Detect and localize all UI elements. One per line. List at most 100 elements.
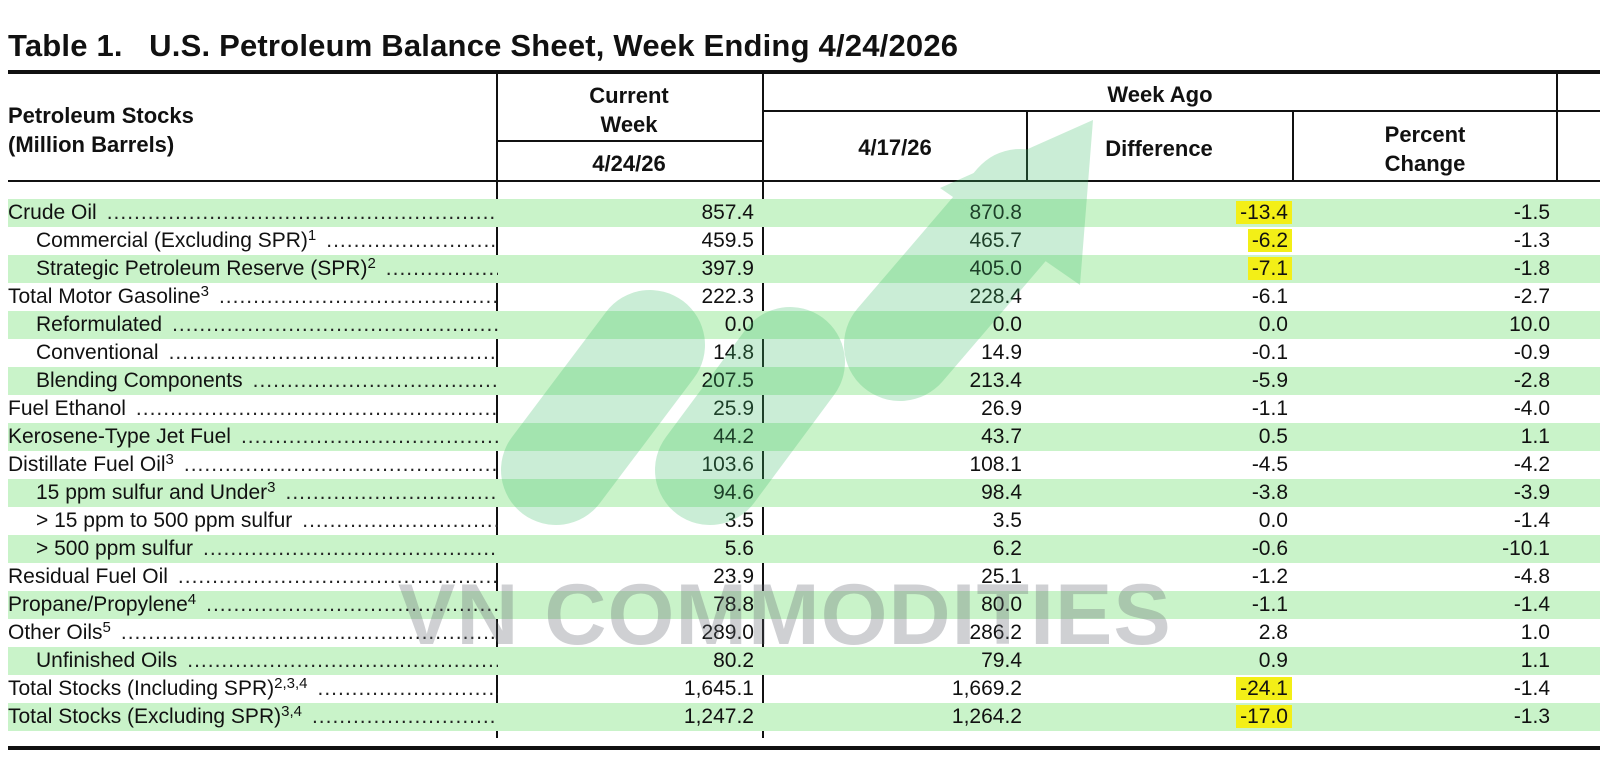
percent-change-value-text: 1.1 [1520,649,1550,672]
row-label: Propane/Propylene4......................… [8,591,498,619]
week-ago-value: 405.0 [762,255,1022,283]
current-week-value-text: 207.5 [701,369,754,392]
table-row: Crude Oil...............................… [8,199,1600,227]
row-label: Blending Components.....................… [36,367,498,395]
dot-leader: ........................................… [183,453,498,476]
row-label: Commercial (Excluding SPR)1.............… [36,227,498,255]
difference-value: 2.8 [1028,619,1288,647]
current-week-value-text: 25.9 [713,397,754,420]
percent-change-value: 10.0 [1294,311,1550,339]
difference-value: 0.9 [1028,647,1288,675]
percent-change-value-text: -4.0 [1513,397,1550,420]
stub-header: Petroleum Stocks (Million Barrels) [8,101,194,159]
bottom-rule [8,746,1600,750]
week-ago-value-text: 14.9 [981,341,1022,364]
difference-value-text: 2.8 [1258,621,1288,644]
table-row: Commercial (Excluding SPR)1.............… [8,227,1600,255]
row-label-text: Fuel Ethanol [8,397,126,420]
current-week-header: Current Week [498,81,760,139]
table-row: 15 ppm sulfur and Under3................… [8,479,1600,507]
dot-leader: ........................................… [311,705,498,728]
difference-value-text: 0.0 [1258,313,1288,336]
dot-leader: ........................................… [302,509,498,532]
dot-leader: ........................................… [218,285,498,308]
footnote-marker: 1 [307,227,317,244]
current-week-header-line2: Week [600,112,658,137]
week-ago-value-text: 26.9 [981,397,1022,420]
row-label-text: 15 ppm sulfur and Under [36,481,268,504]
week-ago-value: 80.0 [762,591,1022,619]
percent-change-header-line2: Change [1384,151,1466,176]
week-ago-value: 79.4 [762,647,1022,675]
table-row: Strategic Petroleum Reserve (SPR)2......… [8,255,1600,283]
percent-change-value: -1.5 [1294,199,1550,227]
difference-value: -24.1 [1028,675,1292,703]
row-label-text: Strategic Petroleum Reserve (SPR) [36,257,368,280]
difference-value: 0.0 [1028,507,1288,535]
percent-change-value-text: -2.8 [1513,369,1550,392]
percent-change-value: -1.8 [1294,255,1550,283]
table-row: Distillate Fuel Oil3....................… [8,451,1600,479]
percent-change-value-text: -1.5 [1513,201,1550,224]
row-label-text: Reformulated [36,313,163,336]
current-week-value-text: 94.6 [713,481,754,504]
footnote-marker: 2 [367,255,376,272]
table-row: Conventional............................… [8,339,1600,367]
dot-leader: ........................................… [252,369,498,392]
percent-change-value: -1.3 [1294,703,1550,731]
percent-change-value: -1.4 [1294,591,1550,619]
current-week-value-text: 459.5 [701,229,754,252]
row-label: Crude Oil...............................… [8,199,498,227]
difference-header: Difference [1105,136,1213,161]
footnote-marker: 5 [102,619,111,636]
current-week-value-text: 222.3 [701,285,754,308]
dot-leader: ........................................… [317,677,498,700]
week-ago-value-text: 25.1 [981,565,1022,588]
table-row: > 15 ppm to 500 ppm sulfur..............… [8,507,1600,535]
percent-change-value: -1.3 [1294,227,1550,255]
row-label-text: Unfinished Oils [36,649,178,672]
dot-leader: ........................................… [135,397,498,420]
percent-change-value-text: -1.3 [1513,705,1550,728]
current-week-value: 397.9 [498,255,754,283]
percent-change-value-text: -1.4 [1513,509,1550,532]
table-row: Blending Components.....................… [8,367,1600,395]
current-week-value: 289.0 [498,619,754,647]
difference-value: -4.5 [1028,451,1288,479]
current-week-value: 3.5 [498,507,754,535]
current-week-value: 14.8 [498,339,754,367]
footnote-marker: 3,4 [281,703,302,720]
percent-change-value: -3.9 [1294,479,1550,507]
difference-value-text: -0.1 [1251,341,1288,364]
footnote-marker: 3 [165,451,174,468]
table-row: Other Oils5.............................… [8,619,1600,647]
current-week-value: 23.9 [498,563,754,591]
percent-change-value-text: -2.7 [1513,285,1550,308]
current-week-value-text: 1,645.1 [683,677,754,700]
week-ago-value: 228.4 [762,283,1022,311]
difference-value: -5.9 [1028,367,1288,395]
row-label-text: Total Motor Gasoline [8,285,201,308]
percent-change-value: -2.7 [1294,283,1550,311]
difference-value-text: -7.1 [1247,257,1292,280]
footnote-marker: 4 [187,591,197,608]
stub-header-line2: (Million Barrels) [8,132,175,157]
column-divider [762,72,764,738]
dot-leader: ........................................… [326,229,498,252]
current-week-value-text: 78.8 [713,593,754,616]
week-ago-value-text: 1,669.2 [951,677,1022,700]
week-ago-value-text: 43.7 [981,425,1022,448]
difference-value-text: -4.5 [1251,453,1288,476]
table-row: Total Motor Gasoline3...................… [8,283,1600,311]
percent-change-value-text: -1.8 [1513,257,1550,280]
row-label: Kerosene-Type Jet Fuel..................… [8,423,498,451]
dot-leader: ........................................… [187,649,498,672]
current-week-value-text: 5.6 [724,537,754,560]
dot-leader: ........................................… [285,481,498,504]
dot-leader: ........................................… [168,341,498,364]
row-label-text: > 15 ppm to 500 ppm sulfur [36,509,293,532]
difference-value: -6.2 [1028,227,1292,255]
difference-value-text: -5.9 [1251,369,1288,392]
row-label: > 15 ppm to 500 ppm sulfur..............… [36,507,498,535]
table-row: Residual Fuel Oil.......................… [8,563,1600,591]
